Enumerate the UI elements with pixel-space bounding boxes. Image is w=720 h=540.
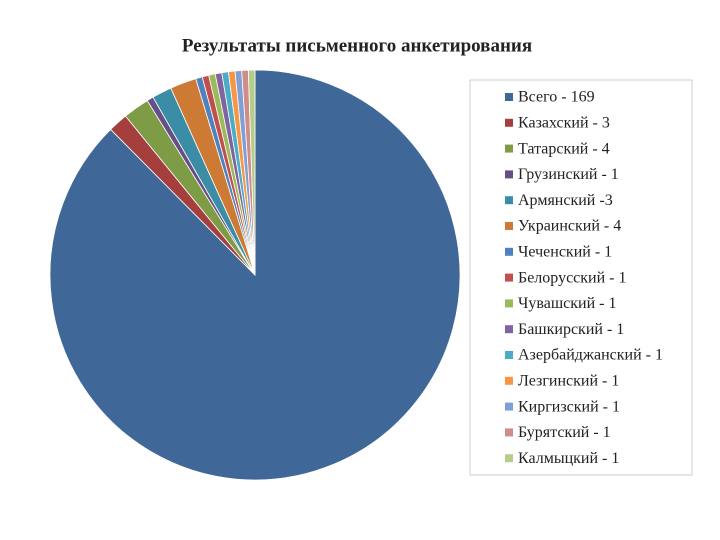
legend-swatch: [505, 247, 513, 256]
legend-swatch: [505, 351, 513, 359]
legend-label: Грузинский - 1: [518, 166, 619, 183]
legend-label: Киргизский - 1: [518, 398, 620, 415]
chart-title: Результаты письменного анкетирования: [182, 35, 532, 56]
legend-label: Армянский -3: [518, 192, 613, 209]
legend-label: Бурятский - 1: [518, 424, 611, 441]
legend-swatch: [505, 376, 513, 385]
legend-label: Азербайджанский - 1: [518, 347, 663, 364]
legend-swatch: [505, 454, 513, 463]
legend-swatch: [505, 402, 513, 411]
legend-label: Украинский - 4: [518, 218, 621, 235]
pie-slice: [247, 69, 256, 276]
legend-swatch: [505, 144, 513, 153]
legend-label: Лезгинский - 1: [518, 372, 619, 389]
legend-label: Всего - 169: [518, 89, 595, 106]
legend-box: [469, 79, 693, 476]
legend-swatch: [505, 93, 513, 101]
legend-swatch: [505, 170, 513, 179]
legend-label: Белорусский - 1: [518, 269, 627, 286]
legend-swatch: [505, 196, 513, 205]
legend-swatch: [505, 325, 513, 334]
legend-swatch: [505, 428, 513, 437]
legend-swatch: [505, 118, 513, 127]
legend-label: Чувашский - 1: [518, 295, 617, 312]
legend-swatch: [505, 273, 513, 282]
legend-label: Чеченский - 1: [518, 243, 612, 260]
legend-label: Башкирский - 1: [518, 321, 624, 338]
legend-swatch: [505, 299, 513, 308]
legend-label: Казахский - 3: [518, 114, 610, 131]
legend-label: Татарский - 4: [518, 140, 610, 157]
legend-swatch: [505, 222, 513, 230]
legend-label: Калмыцкий - 1: [518, 450, 619, 467]
